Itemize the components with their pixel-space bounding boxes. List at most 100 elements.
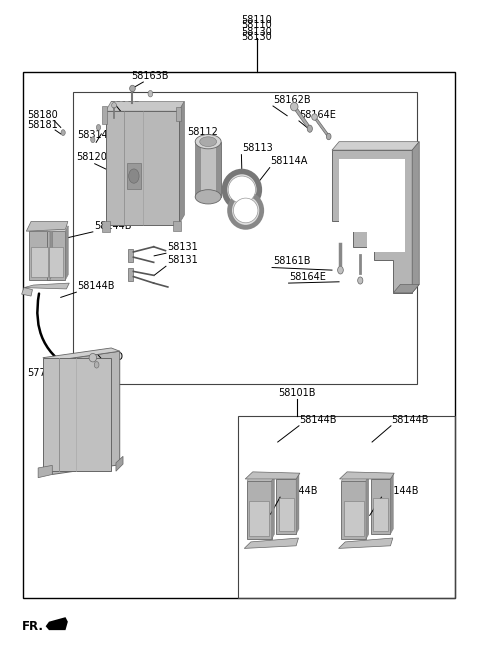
Bar bbox=[31, 248, 48, 277]
Bar bbox=[72, 92, 417, 384]
Bar bbox=[176, 106, 181, 121]
Text: 58164E: 58164E bbox=[289, 272, 326, 282]
Text: 58101B: 58101B bbox=[278, 388, 315, 398]
Text: 58144B: 58144B bbox=[391, 415, 429, 424]
Bar bbox=[47, 231, 65, 280]
Polygon shape bbox=[179, 101, 184, 225]
Text: 58163B: 58163B bbox=[132, 71, 169, 81]
Text: 58161B: 58161B bbox=[273, 256, 311, 266]
Text: 58180: 58180 bbox=[27, 110, 58, 120]
Bar bbox=[106, 111, 179, 225]
Ellipse shape bbox=[89, 353, 96, 362]
Text: 58130: 58130 bbox=[241, 26, 272, 37]
Text: 58144B: 58144B bbox=[94, 221, 132, 231]
Text: 58162B: 58162B bbox=[273, 95, 311, 104]
Bar bbox=[216, 142, 221, 197]
Text: 58144B: 58144B bbox=[299, 415, 336, 424]
Bar bbox=[276, 479, 296, 534]
Bar bbox=[371, 479, 390, 534]
Ellipse shape bbox=[61, 129, 65, 135]
Text: 58164E: 58164E bbox=[299, 110, 336, 120]
Polygon shape bbox=[296, 474, 299, 534]
Ellipse shape bbox=[148, 91, 153, 97]
Ellipse shape bbox=[307, 125, 312, 132]
Polygon shape bbox=[22, 288, 33, 296]
Bar bbox=[247, 481, 272, 539]
Text: 58112: 58112 bbox=[187, 127, 218, 137]
Text: 58131: 58131 bbox=[167, 242, 198, 252]
Polygon shape bbox=[43, 348, 120, 361]
Bar bbox=[341, 481, 366, 539]
Polygon shape bbox=[341, 476, 369, 481]
Polygon shape bbox=[38, 465, 52, 478]
Polygon shape bbox=[128, 268, 133, 281]
Ellipse shape bbox=[228, 176, 255, 203]
Ellipse shape bbox=[358, 277, 363, 284]
Text: 58120: 58120 bbox=[76, 152, 107, 162]
Polygon shape bbox=[393, 284, 419, 293]
Text: 58125: 58125 bbox=[109, 101, 140, 110]
Polygon shape bbox=[46, 617, 68, 630]
Bar bbox=[43, 357, 111, 471]
Ellipse shape bbox=[91, 137, 95, 143]
Ellipse shape bbox=[195, 190, 221, 204]
Bar bbox=[29, 231, 50, 280]
Bar bbox=[173, 221, 180, 231]
Text: 58144B: 58144B bbox=[280, 486, 318, 496]
Bar bbox=[250, 501, 269, 536]
Polygon shape bbox=[332, 142, 419, 150]
Text: 58110: 58110 bbox=[241, 20, 272, 30]
Ellipse shape bbox=[326, 133, 331, 140]
Bar bbox=[23, 72, 455, 598]
Text: 1351JD: 1351JD bbox=[89, 352, 124, 362]
Bar bbox=[49, 248, 63, 277]
Polygon shape bbox=[366, 476, 369, 539]
Text: 58181: 58181 bbox=[27, 120, 58, 130]
Polygon shape bbox=[29, 226, 53, 231]
Polygon shape bbox=[371, 474, 393, 479]
Polygon shape bbox=[50, 226, 53, 280]
Bar bbox=[195, 142, 221, 197]
Polygon shape bbox=[106, 101, 184, 111]
Polygon shape bbox=[272, 476, 275, 539]
Polygon shape bbox=[245, 472, 300, 479]
Ellipse shape bbox=[312, 114, 317, 120]
Bar bbox=[238, 416, 455, 598]
Polygon shape bbox=[338, 538, 393, 549]
Bar bbox=[102, 221, 110, 233]
Ellipse shape bbox=[94, 361, 99, 368]
Bar bbox=[127, 163, 141, 189]
Bar bbox=[373, 498, 388, 531]
Bar bbox=[102, 106, 108, 124]
Polygon shape bbox=[412, 142, 419, 293]
Polygon shape bbox=[116, 457, 123, 471]
Ellipse shape bbox=[200, 137, 216, 147]
Polygon shape bbox=[24, 283, 69, 289]
Polygon shape bbox=[47, 226, 68, 231]
Ellipse shape bbox=[290, 102, 298, 111]
Polygon shape bbox=[292, 106, 312, 129]
Ellipse shape bbox=[96, 124, 101, 130]
Bar bbox=[195, 142, 201, 197]
Polygon shape bbox=[390, 474, 393, 534]
Ellipse shape bbox=[130, 85, 135, 92]
Text: 58110: 58110 bbox=[241, 15, 272, 25]
Polygon shape bbox=[313, 117, 330, 137]
Bar bbox=[344, 501, 363, 536]
Polygon shape bbox=[26, 221, 68, 231]
Ellipse shape bbox=[225, 171, 259, 208]
Text: 58113: 58113 bbox=[242, 143, 273, 153]
Text: 58131: 58131 bbox=[167, 255, 198, 265]
Polygon shape bbox=[65, 226, 68, 280]
Text: 58144B: 58144B bbox=[382, 486, 419, 496]
Text: 58144B: 58144B bbox=[77, 281, 115, 291]
Ellipse shape bbox=[195, 135, 221, 149]
Polygon shape bbox=[128, 249, 133, 261]
Ellipse shape bbox=[337, 266, 343, 274]
Polygon shape bbox=[247, 476, 275, 481]
Ellipse shape bbox=[129, 169, 139, 183]
Ellipse shape bbox=[112, 102, 117, 108]
Polygon shape bbox=[332, 150, 412, 293]
Polygon shape bbox=[52, 351, 120, 474]
Polygon shape bbox=[339, 472, 394, 479]
